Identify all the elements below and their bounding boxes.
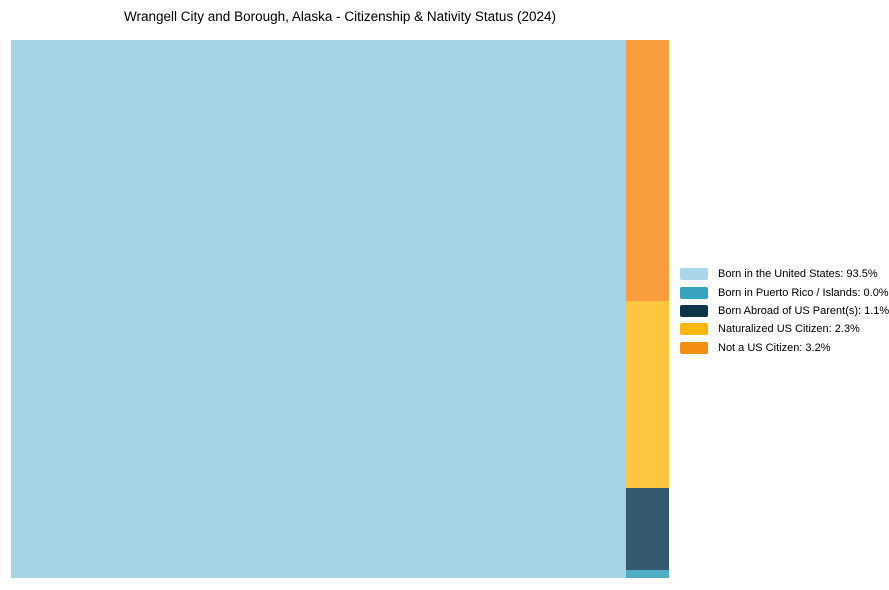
chart-title: Wrangell City and Borough, Alaska - Citi… [124, 9, 556, 24]
legend-label: Not a US Citizen: 3.2% [718, 341, 831, 354]
legend-swatch [680, 341, 708, 354]
legend-item-born-in-puerto-rico-islands: Born in Puerto Rico / Islands: 0.0% [680, 283, 889, 301]
legend-label: Born Abroad of US Parent(s): 1.1% [718, 304, 889, 317]
treemap-cell-born-in-the-united-states [11, 40, 626, 578]
legend-item-naturalized-us-citizen: Naturalized US Citizen: 2.3% [680, 320, 889, 338]
treemap-cell-naturalized-us-citizen [626, 301, 669, 488]
legend-label: Born in Puerto Rico / Islands: 0.0% [718, 286, 889, 299]
legend-label: Naturalized US Citizen: 2.3% [718, 323, 860, 336]
legend-swatch [680, 304, 708, 317]
legend: Born in the United States: 93.5% Born in… [680, 265, 889, 357]
legend-swatch [680, 323, 708, 336]
legend-item-born-abroad-of-us-parent-s: Born Abroad of US Parent(s): 1.1% [680, 302, 889, 320]
legend-swatch [680, 268, 708, 281]
treemap-cell-not-a-us-citizen [626, 40, 669, 301]
legend-label: Born in the United States: 93.5% [718, 268, 878, 281]
treemap-cell-born-in-puerto-rico-islands [626, 570, 669, 578]
legend-item-born-in-the-united-states: Born in the United States: 93.5% [680, 265, 889, 283]
treemap-cell-born-abroad-of-us-parent-s [626, 488, 669, 570]
legend-swatch [680, 286, 708, 299]
legend-item-not-a-us-citizen: Not a US Citizen: 3.2% [680, 339, 889, 357]
